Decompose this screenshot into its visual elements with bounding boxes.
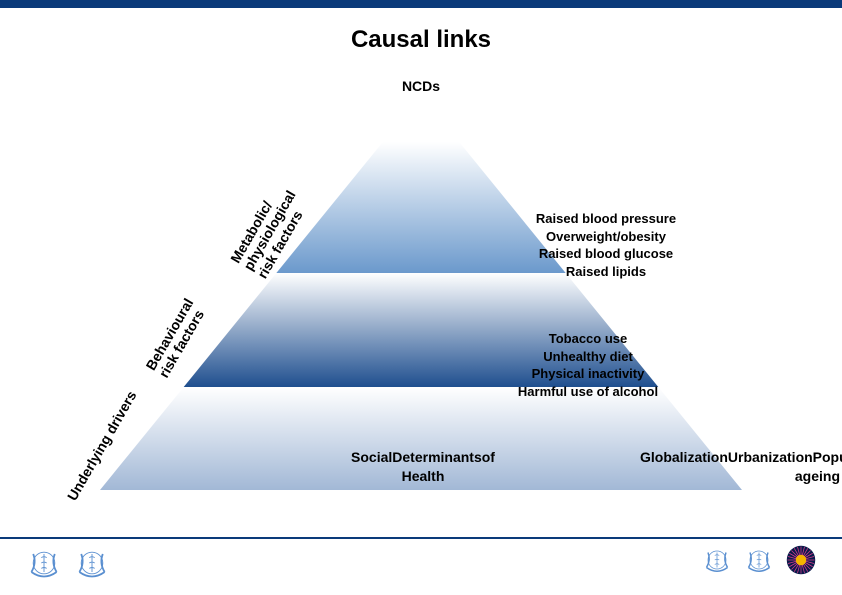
globalization-text: GlobalizationUrbanizationPopulation agei… [640, 448, 840, 486]
who-emblem-icon [74, 545, 110, 581]
footer-logos-right [696, 545, 822, 587]
metabolic-factors-text: Raised blood pressureOverweight/obesityR… [506, 210, 706, 280]
who-emblem-small-icon [744, 545, 774, 575]
page-title: Causal links [0, 26, 842, 54]
top-accent-bar [0, 0, 842, 8]
pyramid-apex-label: NCDs [100, 78, 742, 94]
un-emblem-small-icon [702, 545, 732, 575]
sunburst-badge-icon [786, 545, 816, 575]
footer-divider [0, 537, 842, 539]
social-determinants-text: SocialDeterminantsof Health [348, 448, 498, 486]
un-emblem-icon [26, 545, 62, 581]
pyramid-triangle [100, 95, 742, 490]
pyramid-band-ncds [100, 95, 742, 142]
footer-logos-left [20, 545, 116, 587]
slide-page: Causal links NCDs Raised blood pressureO… [0, 0, 842, 595]
behavioural-factors-text: Tobacco useUnhealthy dietPhysical inacti… [478, 330, 698, 400]
pyramid-diagram: NCDs Raised blood pressureOverweight/obe… [100, 60, 742, 490]
